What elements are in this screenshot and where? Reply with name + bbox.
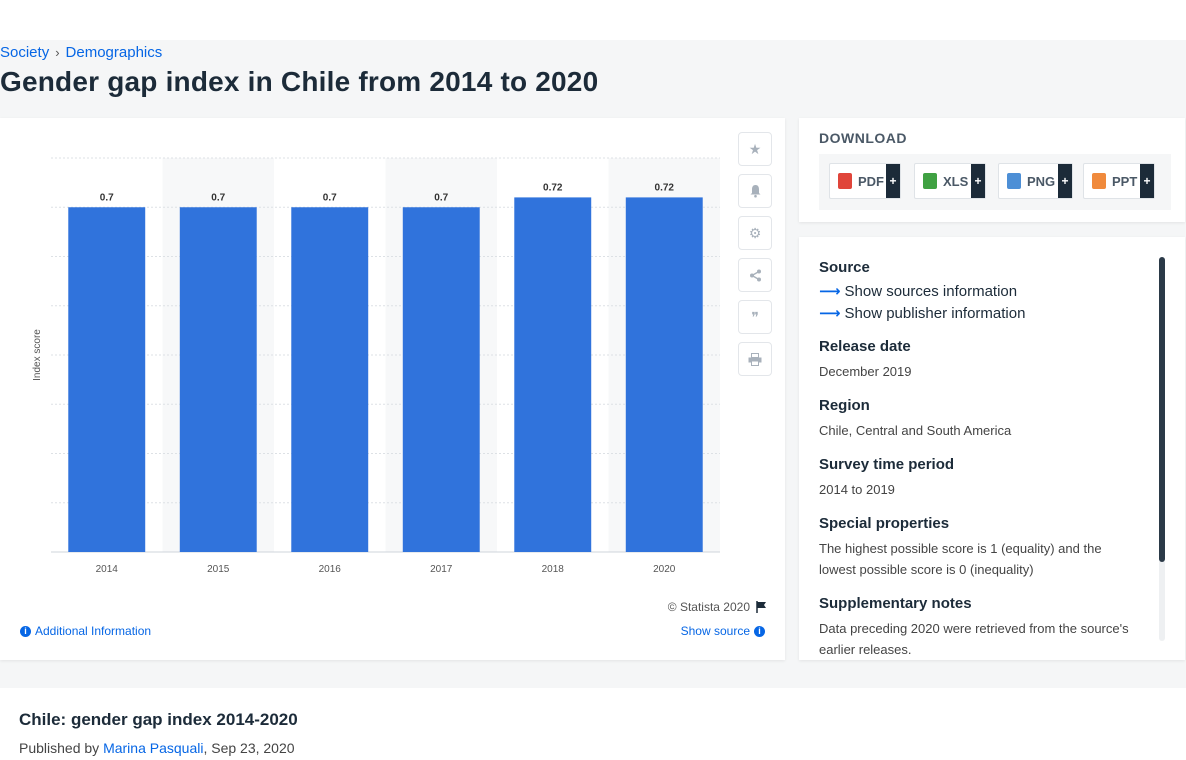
bar	[402, 207, 480, 552]
region-label: Region	[819, 397, 870, 414]
breadcrumb: Society › Demographics	[0, 44, 162, 61]
additional-information-label: Additional Information	[35, 624, 152, 638]
plus-icon: +	[886, 164, 900, 198]
download-pdf-label: PDF	[858, 173, 884, 189]
favorite-star-icon[interactable]: ★	[738, 132, 772, 166]
data-label: 0.7	[100, 192, 114, 203]
print-icon[interactable]	[738, 342, 772, 376]
download-ppt-button[interactable]: PPT +	[1083, 163, 1155, 199]
x-tick-label: 2014	[96, 564, 119, 575]
download-card: DOWNLOAD PDF + XLS + PNG + PPT +	[799, 118, 1185, 222]
info-icon: i	[20, 625, 31, 637]
statistic-info-card: Chile: gender gap index 2014-2020 Publis…	[0, 688, 1186, 760]
x-tick-label: 2020	[653, 564, 676, 575]
download-buttons: PDF + XLS + PNG + PPT +	[819, 154, 1171, 210]
arrow-right-icon: ⟶	[819, 283, 841, 300]
download-png-label: PNG	[1027, 173, 1056, 189]
top-bar	[0, 0, 1186, 40]
x-tick-label: 2018	[542, 564, 565, 575]
download-pdf-button[interactable]: PDF +	[829, 163, 901, 199]
download-title: DOWNLOAD	[819, 130, 907, 146]
page-title: Gender gap index in Chile from 2014 to 2…	[0, 66, 599, 97]
details-list: Source ⟶ Show sources information ⟶ Show p…	[819, 259, 1139, 660]
ppt-file-icon	[1092, 173, 1106, 189]
show-source-link[interactable]: Show source i	[681, 624, 765, 638]
published-prefix: Published by	[19, 740, 100, 756]
data-label: 0.72	[655, 182, 675, 193]
bar	[291, 207, 369, 552]
download-xls-button[interactable]: XLS +	[914, 163, 986, 199]
special-properties-value: The highest possible score is 1 (equalit…	[819, 541, 1102, 577]
breadcrumb-society[interactable]: Society	[0, 44, 50, 61]
bar	[625, 197, 703, 552]
show-publisher-link[interactable]: ⟶ Show publisher information	[819, 304, 1139, 322]
download-png-button[interactable]: PNG +	[998, 163, 1073, 199]
plus-icon: +	[1140, 164, 1154, 198]
data-label: 0.72	[543, 182, 563, 193]
survey-period-label: Survey time period	[819, 456, 955, 473]
png-file-icon	[1007, 173, 1021, 189]
x-tick-label: 2016	[319, 564, 342, 575]
chart-card: 0.7 2014 0.7 2015 0.7 2016 0.7 2017 0.72 2018 0.72…	[0, 118, 785, 660]
data-label: 0.7	[434, 192, 448, 203]
source-label: Source	[819, 259, 870, 276]
details-card: Source ⟶ Show sources information ⟶ Show p…	[799, 237, 1185, 660]
release-date-label: Release date	[819, 338, 911, 355]
region-value: Chile, Central and South America	[819, 423, 1012, 438]
published-date: , Sep 23, 2020	[203, 740, 295, 756]
breadcrumb-separator-icon: ›	[55, 45, 60, 60]
settings-gear-icon[interactable]: ⚙	[738, 216, 772, 250]
survey-period-value: 2014 to 2019	[819, 482, 895, 497]
x-tick-label: 2017	[430, 564, 453, 575]
copyright-text: © Statista 2020	[667, 600, 750, 614]
breadcrumb-demographics[interactable]: Demographics	[65, 44, 163, 61]
show-sources-link[interactable]: ⟶ Show sources information	[819, 282, 1139, 300]
pdf-file-icon	[838, 173, 852, 189]
info-icon: i	[754, 625, 765, 637]
data-label: 0.7	[211, 192, 225, 203]
download-xls-label: XLS	[943, 173, 969, 189]
y-axis-label: Index score	[32, 329, 43, 381]
show-sources-label: Show sources information	[844, 283, 1018, 300]
scrollbar-thumb[interactable]	[1159, 257, 1165, 562]
chart-toolbar: ★ ⚙ ❞	[738, 132, 772, 384]
xls-file-icon	[923, 173, 937, 189]
show-publisher-label: Show publisher information	[844, 305, 1026, 322]
supplementary-notes-value: Data preceding 2020 were retrieved from …	[819, 621, 1129, 657]
show-source-label: Show source	[680, 624, 750, 638]
plus-icon: +	[971, 164, 985, 198]
published-by: Published by Marina Pasquali, Sep 23, 20…	[19, 740, 295, 756]
flag-icon[interactable]	[756, 601, 767, 613]
share-icon[interactable]	[738, 258, 772, 292]
arrow-right-icon: ⟶	[819, 305, 841, 322]
plus-icon: +	[1058, 164, 1072, 198]
data-label: 0.7	[323, 192, 337, 203]
copyright: © Statista 2020	[668, 600, 767, 614]
notification-bell-icon[interactable]	[738, 174, 772, 208]
bar	[68, 207, 146, 552]
bar	[514, 197, 592, 552]
special-properties-label: Special properties	[819, 515, 950, 532]
download-ppt-label: PPT	[1112, 173, 1138, 189]
release-date-value: December 2019	[819, 364, 912, 379]
quote-icon[interactable]: ❞	[738, 300, 772, 334]
additional-information-link[interactable]: i Additional Information	[20, 624, 151, 638]
bar	[179, 207, 257, 552]
statistic-title: Chile: gender gap index 2014-2020	[19, 710, 298, 729]
x-tick-label: 2015	[207, 564, 230, 575]
author-link[interactable]: Marina Pasquali	[103, 740, 204, 756]
bar-chart: 0.7 2014 0.7 2015 0.7 2016 0.7 2017 0.72 2018 0.72…	[32, 157, 720, 575]
supplementary-notes-label: Supplementary notes	[819, 595, 972, 612]
